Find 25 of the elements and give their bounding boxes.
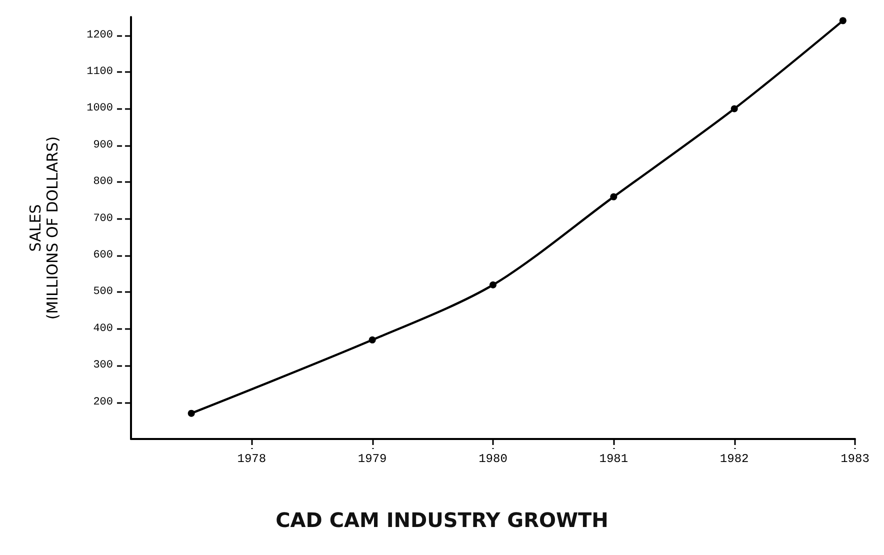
x-tick-label: 1978 <box>237 452 266 466</box>
y-tick-label: 500 <box>93 286 113 298</box>
point <box>610 193 618 200</box>
x-tick-label: 1982 <box>720 452 749 466</box>
y-tick-label: 800 <box>93 176 113 188</box>
point <box>490 281 496 288</box>
text: CAD CAM INDUSTRY GROWTH <box>276 508 608 532</box>
x-tick-label: 1979 <box>358 452 387 466</box>
point <box>188 410 195 417</box>
x-tick-label: 1981 <box>599 452 628 466</box>
x-tick-label: 1980 <box>478 452 508 466</box>
y-tick-label: 1200 <box>86 29 113 42</box>
point <box>730 105 738 112</box>
point <box>839 17 846 24</box>
y-tick-label: 1100 <box>86 66 113 78</box>
y-tick-label: 900 <box>93 139 113 152</box>
y-tick-label: 400 <box>93 322 113 335</box>
point <box>368 336 376 344</box>
y-tick-label: 200 <box>93 396 113 408</box>
y-axis-title: SALES (MILLIONS OF DOLLARS) <box>26 136 62 320</box>
y-tick-label: 1000 <box>86 102 113 115</box>
y-tick-label: 600 <box>93 250 113 262</box>
x-tick-label: 1983 <box>840 452 870 466</box>
y-tick-label: 700 <box>93 212 113 225</box>
y-tick-label: 300 <box>93 360 113 372</box>
